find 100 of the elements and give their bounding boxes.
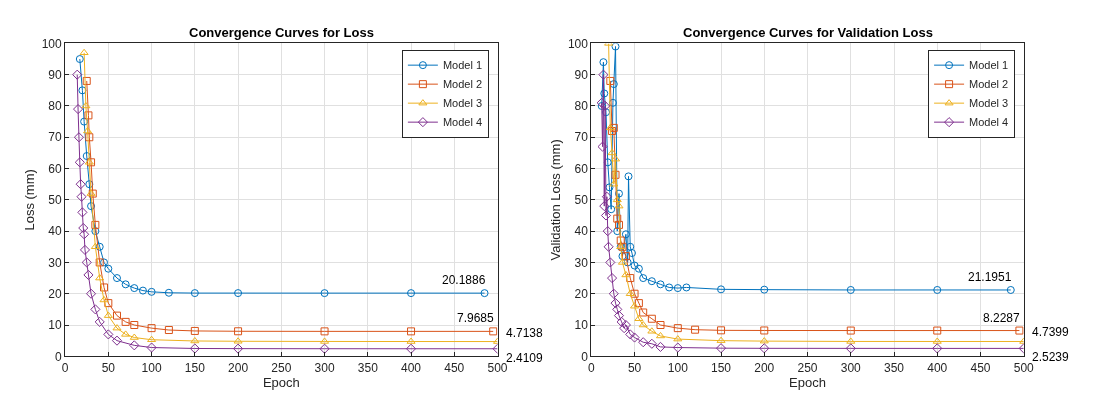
- x-tick-label: 300: [840, 360, 862, 375]
- point: [656, 280, 665, 289]
- point: [111, 335, 123, 346]
- point: [605, 123, 615, 131]
- point: [190, 289, 199, 298]
- point: [614, 202, 624, 209]
- x-tick-label: 350: [883, 360, 905, 375]
- point: [621, 230, 630, 239]
- annotation: 21.1951: [968, 270, 1012, 284]
- y-tick-label: 60: [48, 161, 63, 176]
- point: [715, 343, 727, 354]
- point: [82, 76, 91, 85]
- y-tick-label: 30: [574, 255, 589, 270]
- point: [759, 343, 770, 354]
- point: [673, 324, 682, 333]
- point: [95, 258, 104, 267]
- x-tick-label: 400: [401, 360, 422, 375]
- point: [147, 324, 156, 333]
- x-tick-label: 200: [754, 360, 775, 375]
- point: [138, 286, 147, 295]
- x-tick-label: 50: [627, 360, 642, 375]
- point: [691, 325, 700, 334]
- point: [612, 304, 623, 315]
- point: [79, 244, 91, 255]
- point: [846, 337, 856, 344]
- point: [121, 330, 131, 337]
- legend-label: Model 4: [442, 116, 483, 129]
- point: [621, 270, 631, 278]
- point: [634, 314, 644, 321]
- point: [1015, 326, 1024, 335]
- x-tick-label: 250: [797, 360, 818, 375]
- point: [639, 308, 648, 317]
- point: [147, 335, 157, 342]
- point: [609, 80, 618, 89]
- point: [234, 289, 243, 298]
- x-axis-title: Epoch: [262, 374, 300, 390]
- y-tick-label: 100: [41, 36, 63, 51]
- y-tick-label: 50: [574, 193, 589, 208]
- point: [405, 343, 417, 354]
- point: [233, 337, 243, 344]
- chart-title: Convergence Curves for Validation Loss: [683, 25, 933, 40]
- point: [629, 332, 640, 343]
- point: [234, 327, 243, 336]
- point: [91, 227, 100, 236]
- point: [626, 274, 635, 283]
- point: [480, 289, 489, 298]
- y-tick-label: 10: [574, 318, 589, 333]
- x-tick-label: 450: [444, 360, 465, 375]
- y-tick-label: 80: [574, 99, 589, 114]
- point: [625, 329, 636, 340]
- point: [630, 261, 639, 270]
- point: [81, 257, 92, 268]
- point: [646, 338, 657, 349]
- point: [609, 123, 618, 132]
- x-tick-label: 250: [271, 360, 292, 375]
- legend-label: Model 2: [969, 78, 1009, 91]
- point: [607, 148, 617, 156]
- point: [625, 289, 635, 296]
- point: [609, 180, 619, 187]
- annotation: 7.9685: [457, 311, 495, 325]
- point: [600, 89, 609, 98]
- legend-label: Model 3: [969, 97, 1009, 110]
- point: [596, 97, 607, 108]
- point: [164, 288, 173, 297]
- point: [639, 274, 648, 283]
- annotation: 2.4109: [506, 351, 544, 365]
- x-tick-label: 400: [927, 360, 948, 375]
- point: [626, 242, 635, 251]
- point: [717, 285, 726, 294]
- y-tick-label: 10: [48, 318, 63, 333]
- y-axis-title: Validation Loss (mm): [547, 139, 563, 261]
- point: [603, 241, 614, 252]
- point: [630, 302, 640, 309]
- point: [76, 191, 87, 202]
- point: [634, 264, 643, 273]
- x-tick-label: 150: [184, 360, 206, 375]
- y-tick-label: 0: [55, 349, 63, 364]
- y-tick-label: 50: [48, 193, 63, 208]
- point: [129, 333, 139, 340]
- y-tick-label: 90: [48, 67, 63, 82]
- point: [112, 324, 122, 331]
- point: [320, 289, 329, 298]
- point: [190, 336, 200, 344]
- point: [599, 201, 610, 212]
- point: [146, 342, 157, 353]
- point: [597, 141, 608, 152]
- point: [665, 283, 674, 292]
- point: [1006, 285, 1015, 294]
- legend-label: Model 3: [442, 97, 483, 110]
- point: [85, 180, 94, 189]
- point: [79, 48, 89, 56]
- point: [613, 310, 625, 321]
- point: [601, 191, 612, 202]
- point: [95, 242, 104, 251]
- point: [112, 274, 121, 283]
- point: [623, 258, 632, 267]
- point: [99, 295, 109, 303]
- point: [716, 336, 726, 343]
- point: [614, 189, 623, 198]
- point: [73, 132, 84, 143]
